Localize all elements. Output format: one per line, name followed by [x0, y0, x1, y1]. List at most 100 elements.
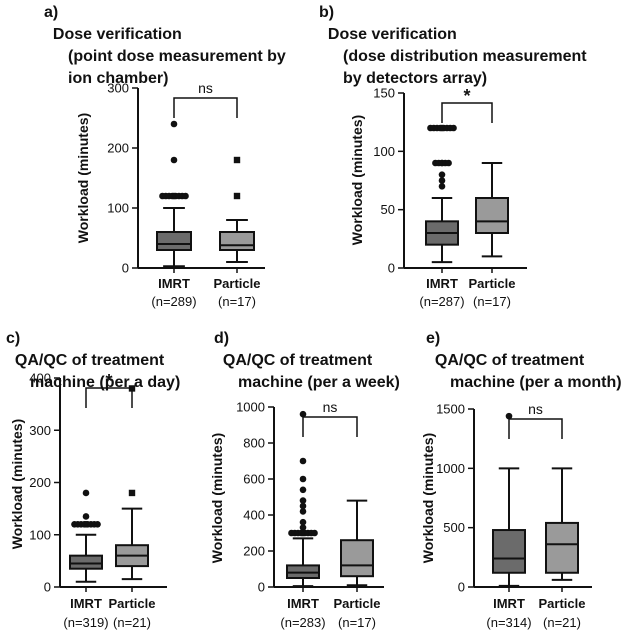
outlier-point [233, 192, 241, 200]
box-iqr [340, 539, 374, 578]
box-iqr [475, 197, 509, 234]
outlier-point [450, 124, 457, 132]
sample-size-label: (n=17) [338, 615, 376, 630]
y-tick-label: 100 [373, 144, 395, 159]
y-tick-label: 200 [107, 141, 129, 156]
outlier-point [128, 489, 136, 497]
y-axis-label: Workload (minutes) [420, 433, 436, 563]
y-tick-label: 600 [243, 472, 265, 487]
outlier-point [299, 502, 307, 510]
y-tick-label: 300 [107, 81, 129, 96]
box-iqr [492, 529, 526, 574]
y-tick-label: 0 [122, 261, 129, 276]
outlier-point [170, 156, 178, 164]
outlier-point [505, 412, 513, 420]
y-tick-label: 200 [243, 544, 265, 559]
outlier-point [438, 183, 446, 190]
y-tick-label: 50 [381, 202, 395, 217]
y-tick-label: 1500 [436, 402, 465, 417]
significance-bracket [173, 97, 238, 118]
y-tick-label: 150 [373, 86, 395, 101]
significance-label: * [463, 86, 470, 106]
outlier-point [299, 497, 307, 504]
panel-c-title-line1: QA/QC of treatment [14, 352, 165, 369]
y-tick-label: 100 [29, 527, 51, 542]
sample-size-label: (n=17) [473, 294, 511, 309]
x-category-label: IMRT [426, 276, 458, 291]
y-tick-label: 500 [443, 520, 465, 535]
sample-size-label: (n=21) [543, 615, 581, 630]
y-tick-label: 400 [29, 371, 51, 386]
x-category-label: Particle [334, 596, 381, 611]
outlier-point [445, 159, 452, 167]
outlier-point [299, 457, 307, 465]
x-category-label: IMRT [70, 596, 102, 611]
panel-d-label: d) [214, 330, 230, 347]
outlier-point [82, 489, 90, 497]
panel-a-title-line1: Dose verification [52, 26, 182, 43]
sample-size-label: (n=283) [280, 615, 325, 630]
x-category-label: IMRT [158, 276, 190, 291]
panel-a-title: a) Dose verification (point dose measure… [44, 2, 286, 90]
outlier-point [82, 513, 90, 520]
y-tick-label: 300 [29, 423, 51, 438]
outlier-point [170, 120, 178, 128]
x-category-label: Particle [109, 596, 156, 611]
significance-label: * [105, 371, 112, 391]
panel-e-label: e) [426, 330, 441, 347]
box-iqr [156, 231, 192, 251]
sample-size-label: (n=314) [486, 615, 531, 630]
x-category-label: IMRT [287, 596, 319, 611]
y-axis-label: Workload (minutes) [75, 113, 91, 243]
outlier-point [299, 410, 307, 418]
panel-b-label: b) [319, 4, 335, 21]
outlier-point [299, 524, 307, 531]
y-axis-label: Workload (minutes) [349, 115, 365, 245]
panel-b-title-line1: Dose verification [327, 26, 457, 43]
outlier-point [299, 518, 307, 526]
panel-d-title-line2: machine (per a week) [238, 374, 400, 391]
panel-e-title: e) QA/QC of treatment machine (per a mon… [426, 328, 622, 394]
y-tick-label: 400 [243, 508, 265, 523]
y-axis-label: Workload (minutes) [9, 419, 25, 549]
significance-label: ns [323, 399, 338, 415]
y-tick-label: 0 [458, 580, 465, 595]
x-category-label: Particle [539, 596, 586, 611]
panel-e-title-line1: QA/QC of treatment [434, 352, 585, 369]
outlier-point [299, 475, 307, 483]
panel-a-title-line3: ion chamber) [68, 70, 169, 87]
panel-c-label: c) [6, 330, 21, 347]
panel-d-title: d) QA/QC of treatment machine (per a wee… [214, 328, 400, 394]
sample-size-label: (n=287) [419, 294, 464, 309]
panel-c-title: c) QA/QC of treatment machine (per a day… [6, 328, 180, 394]
panel-c-title-line2: machine (per a day) [30, 374, 181, 391]
outlier-point [299, 508, 307, 515]
significance-bracket [302, 416, 358, 437]
panel-e-title-line2: machine (per a month) [450, 374, 622, 391]
significance-label: ns [528, 401, 543, 417]
y-tick-label: 0 [388, 261, 395, 276]
panel-b-title-line2: (dose distribution measurement [343, 48, 587, 65]
significance-bracket [85, 387, 133, 408]
outlier-point [94, 521, 101, 528]
sample-size-label: (n=21) [113, 615, 151, 630]
y-tick-label: 100 [107, 201, 129, 216]
x-category-label: Particle [469, 276, 516, 291]
panel-a-label: a) [44, 4, 59, 21]
box-iqr [545, 521, 579, 574]
outlier-point [438, 171, 446, 178]
y-tick-label: 200 [29, 475, 51, 490]
y-tick-label: 1000 [236, 400, 265, 415]
outlier-point [182, 192, 189, 200]
significance-label: ns [198, 80, 213, 96]
sample-size-label: (n=289) [151, 294, 196, 309]
panel-b-title: b) Dose verification (dose distribution … [319, 2, 587, 90]
y-tick-label: 1000 [436, 461, 465, 476]
y-axis-label: Workload (minutes) [209, 433, 225, 563]
significance-bracket [441, 102, 493, 123]
